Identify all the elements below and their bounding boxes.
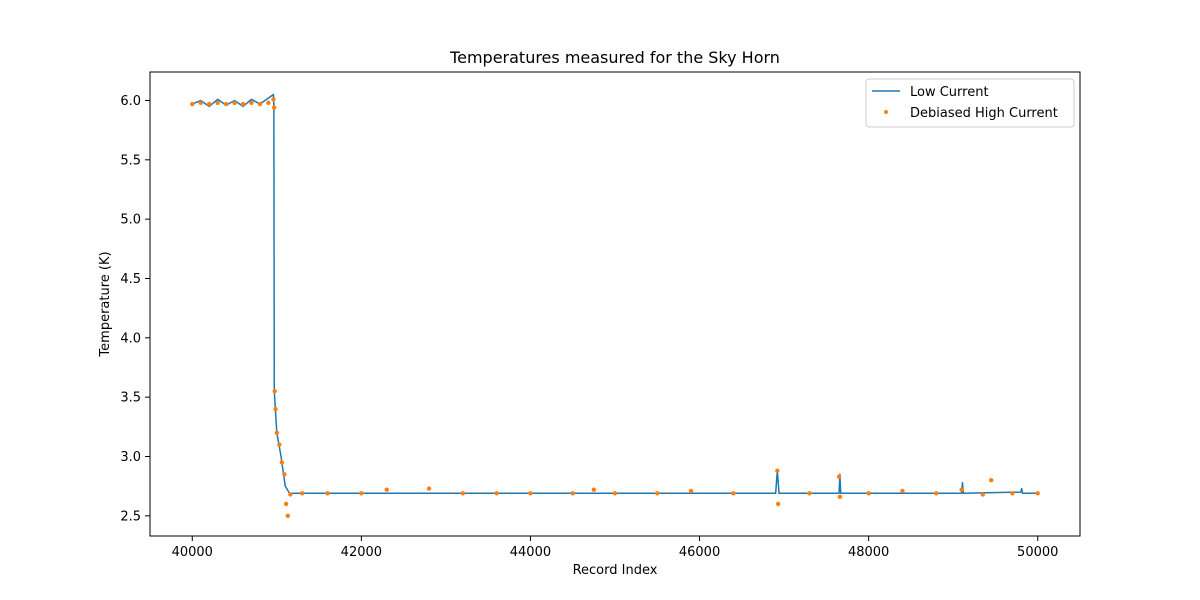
plot-frame <box>149 71 1081 537</box>
data-point-debiased-high-current <box>190 101 195 107</box>
data-point-debiased-high-current <box>591 487 597 492</box>
series-layer <box>190 93 1040 519</box>
data-point-debiased-high-current <box>266 100 271 106</box>
y-axis: 2.5 3.0 3.5 4.0 4.5 5.0 5.5 6.0 <box>120 94 150 524</box>
data-point-debiased-high-current <box>249 100 254 106</box>
y-tick-label: 6.0 <box>120 94 141 109</box>
y-tick-label: 5.5 <box>120 153 141 168</box>
data-point-debiased-high-current <box>900 488 905 494</box>
data-point-debiased-high-current <box>223 101 229 107</box>
data-point-debiased-high-current <box>384 487 389 492</box>
legend-swatch-debiased-high-current <box>884 110 888 114</box>
data-point-debiased-high-current <box>655 491 660 496</box>
data-point-debiased-high-current <box>1035 491 1040 496</box>
data-point-debiased-high-current <box>866 491 871 496</box>
y-tick-label: 4.0 <box>120 331 141 346</box>
data-point-debiased-high-current <box>274 430 280 435</box>
x-tick-label: 42000 <box>341 545 382 560</box>
data-point-debiased-high-current <box>299 491 305 496</box>
chart-title: Temperatures measured for the Sky Horn <box>449 48 780 67</box>
x-tick-label: 46000 <box>679 545 720 560</box>
data-point-debiased-high-current <box>272 389 277 394</box>
data-point-debiased-high-current <box>273 406 278 412</box>
data-point-debiased-high-current <box>257 101 263 107</box>
y-tick-label: 4.5 <box>120 272 141 287</box>
data-point-debiased-high-current <box>279 460 285 465</box>
legend-box <box>865 78 1075 128</box>
data-point-debiased-high-current <box>959 487 964 492</box>
data-point-debiased-high-current <box>285 513 291 519</box>
data-point-debiased-high-current <box>240 101 246 107</box>
data-point-debiased-high-current <box>807 491 812 496</box>
data-point-debiased-high-current <box>688 488 694 494</box>
legend-label-debiased-high-current: Debiased High Current <box>910 106 1058 121</box>
data-point-debiased-high-current <box>612 491 618 496</box>
data-point-debiased-high-current <box>989 478 994 483</box>
data-point-debiased-high-current <box>731 491 736 496</box>
data-point-debiased-high-current <box>460 491 466 496</box>
data-point-debiased-high-current <box>288 492 293 497</box>
data-point-debiased-high-current <box>528 491 533 496</box>
data-point-debiased-high-current <box>282 472 287 477</box>
legend-label-low-current: Low Current <box>910 85 989 100</box>
data-point-debiased-high-current <box>198 100 203 106</box>
data-point-debiased-high-current <box>934 491 939 496</box>
y-tick-label: 3.0 <box>120 450 141 465</box>
data-point-debiased-high-current <box>570 491 575 496</box>
data-point-debiased-high-current <box>775 501 781 507</box>
y-axis-label: Temperature (K) <box>98 251 113 357</box>
data-point-debiased-high-current <box>206 101 212 107</box>
data-point-debiased-high-current <box>837 494 843 500</box>
x-axis-label: Record Index <box>573 563 658 578</box>
data-point-debiased-high-current <box>1010 491 1015 496</box>
data-point-debiased-high-current <box>980 492 985 497</box>
x-tick-label: 44000 <box>510 545 551 560</box>
y-tick-label: 2.5 <box>120 509 141 524</box>
data-point-debiased-high-current <box>775 468 780 473</box>
x-axis: 40000 42000 44000 46000 48000 50000 <box>172 536 1058 560</box>
data-point-debiased-high-current <box>271 105 277 110</box>
x-tick-label: 50000 <box>1017 545 1058 560</box>
data-point-debiased-high-current <box>325 491 330 496</box>
x-tick-label: 40000 <box>172 545 213 560</box>
data-point-debiased-high-current <box>277 442 282 447</box>
data-point-debiased-high-current <box>232 100 237 106</box>
data-point-debiased-high-current <box>359 491 364 496</box>
x-tick-label: 48000 <box>848 545 889 560</box>
y-tick-label: 5.0 <box>120 213 141 228</box>
legend: Low Current Debiased High Current <box>865 78 1075 128</box>
data-point-debiased-high-current <box>215 100 220 106</box>
data-point-debiased-high-current <box>271 97 276 102</box>
data-point-debiased-high-current <box>494 491 499 496</box>
data-point-debiased-high-current <box>283 501 289 507</box>
y-tick-label: 3.5 <box>120 391 141 406</box>
data-point-debiased-high-current <box>836 474 842 479</box>
data-point-debiased-high-current <box>426 486 432 491</box>
